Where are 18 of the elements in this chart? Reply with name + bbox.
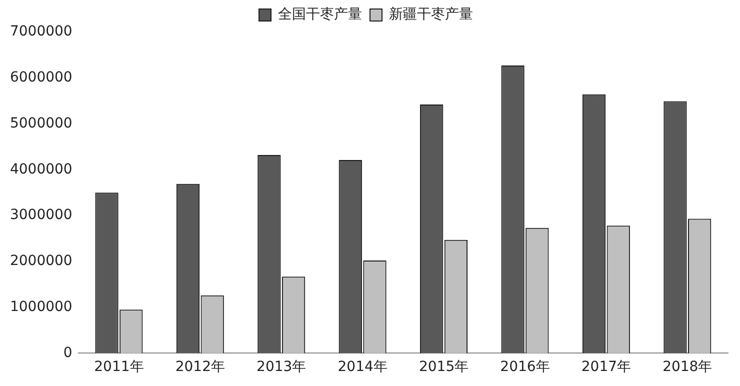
- y-tick-label: 0: [63, 344, 72, 361]
- y-tick-label: 6000000: [10, 70, 72, 86]
- x-tick-label: 2017年: [581, 359, 632, 376]
- y-tick-label: 5000000: [10, 115, 72, 132]
- x-tick-label: 2011年: [94, 359, 144, 376]
- legend-label: 新疆干枣产量: [389, 6, 473, 23]
- x-tick-label: 2012年: [175, 359, 225, 376]
- y-tick-label: 7000000: [10, 24, 72, 40]
- y-tick-label: 4000000: [10, 161, 72, 178]
- x-tick-label: 2018年: [662, 359, 712, 376]
- legend-label: 全国干枣产量: [278, 6, 362, 23]
- y-tick-label: 1000000: [10, 298, 72, 315]
- y-tick-label: 2000000: [10, 253, 72, 270]
- x-tick-label: 2014年: [338, 359, 388, 376]
- x-tick-label: 2016年: [500, 359, 550, 376]
- x-tick-label: 2015年: [418, 359, 469, 376]
- y-tick-label: 3000000: [10, 207, 72, 224]
- x-tick-label: 2013年: [256, 359, 306, 376]
